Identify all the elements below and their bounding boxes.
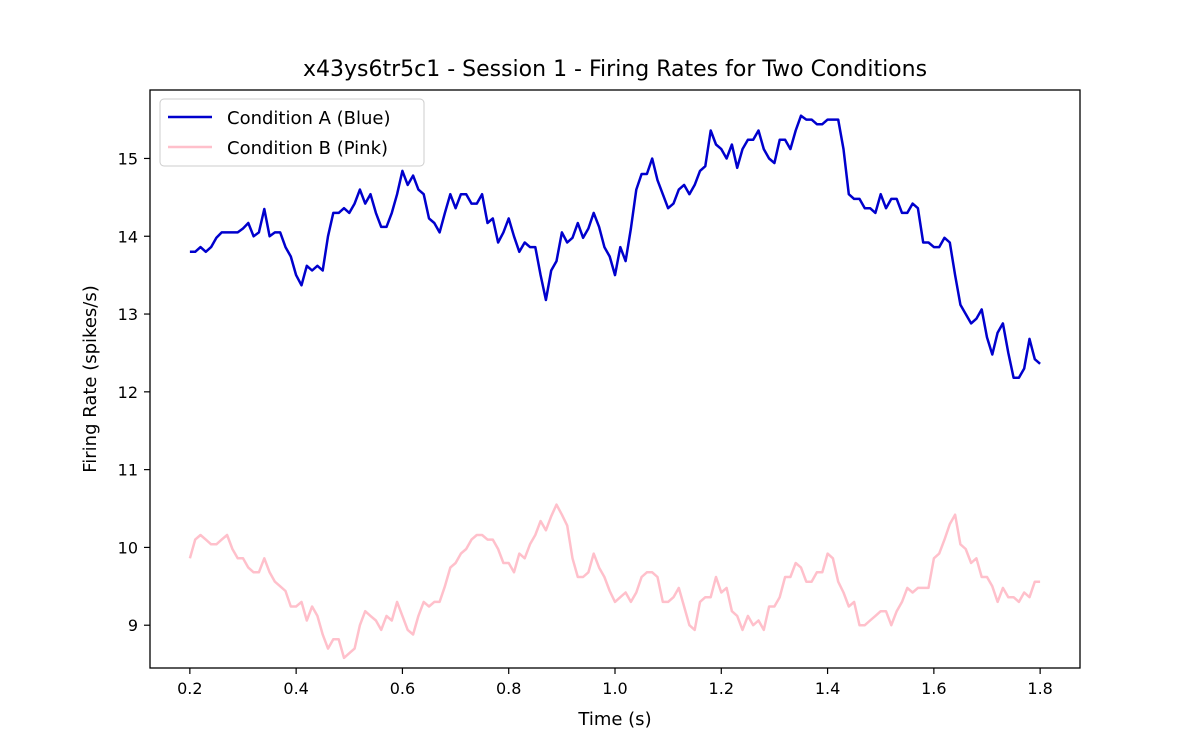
y-tick-label: 15 (118, 149, 138, 168)
x-tick-label: 1.6 (921, 679, 946, 698)
y-axis-label: Firing Rate (spikes/s) (80, 285, 101, 473)
x-axis-label: Time (s) (577, 709, 651, 730)
series-line-condition-b (188, 503, 1041, 660)
legend-box (159, 98, 425, 167)
series-layer (188, 114, 1041, 660)
legend-label-condition-a: Condition A (Blue) (227, 108, 391, 129)
legend: Condition A (Blue) Condition B (Pink) (159, 98, 425, 167)
x-tick-label: 1.4 (815, 679, 840, 698)
y-tick-label: 12 (118, 383, 138, 402)
x-tick-label: 1.8 (1027, 679, 1052, 698)
y-tick-label: 10 (118, 538, 138, 557)
series-line-condition-a (189, 114, 1041, 380)
y-tick-label: 14 (118, 227, 138, 246)
x-tick-label: 1.0 (602, 679, 627, 698)
x-tick-label: 0.2 (177, 679, 202, 698)
x-tick-label: 0.4 (283, 679, 308, 698)
y-tick-label: 11 (118, 461, 138, 480)
y-tick-label: 13 (118, 305, 138, 324)
chart-title: x43ys6tr5c1 - Session 1 - Firing Rates f… (303, 57, 927, 82)
tick-layer: 0.2 0.4 0.6 0.8 1.0 1.2 1.4 1.6 1.8 9 10 11 12 13 14 15 (118, 149, 1053, 698)
y-tick-label: 9 (128, 616, 138, 635)
x-tick-label: 1.2 (709, 679, 734, 698)
legend-label-condition-b: Condition B (Pink) (227, 138, 388, 159)
plot-frame (149, 89, 1081, 669)
x-tick-label: 0.6 (390, 679, 415, 698)
x-tick-label: 0.8 (496, 679, 521, 698)
